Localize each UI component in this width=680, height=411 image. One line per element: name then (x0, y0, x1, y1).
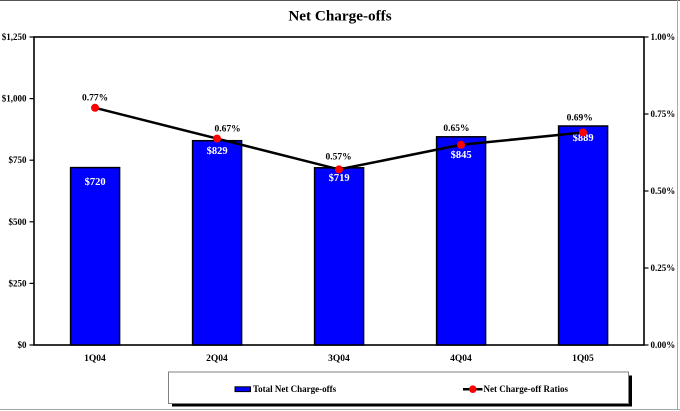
svg-text:0.50%: 0.50% (651, 186, 676, 196)
svg-text:0.57%: 0.57% (325, 153, 351, 163)
svg-text:$1,000: $1,000 (2, 94, 27, 104)
svg-text:Net Charge-off Ratios: Net Charge-off Ratios (484, 384, 569, 394)
svg-text:1.00%: 1.00% (651, 32, 676, 42)
svg-text:$720: $720 (85, 177, 106, 188)
svg-text:0.25%: 0.25% (651, 263, 676, 273)
svg-text:$0: $0 (18, 340, 28, 350)
svg-text:0.00%: 0.00% (651, 340, 676, 350)
svg-text:4Q04: 4Q04 (450, 354, 472, 364)
svg-text:1Q04: 1Q04 (84, 354, 106, 364)
svg-text:2Q04: 2Q04 (206, 354, 228, 364)
svg-text:$1,250: $1,250 (2, 32, 27, 42)
svg-text:0.75%: 0.75% (651, 109, 676, 119)
svg-text:Total Net Charge-offs: Total Net Charge-offs (253, 384, 337, 394)
svg-text:$829: $829 (207, 146, 228, 157)
svg-text:$250: $250 (9, 278, 28, 288)
svg-text:0.77%: 0.77% (82, 94, 108, 104)
svg-text:3Q04: 3Q04 (328, 354, 350, 364)
svg-text:$845: $845 (451, 150, 472, 161)
svg-text:Net Charge-offs: Net Charge-offs (288, 7, 391, 24)
svg-text:0.69%: 0.69% (567, 113, 593, 123)
svg-text:0.65%: 0.65% (443, 124, 469, 134)
svg-text:1Q05: 1Q05 (572, 354, 594, 364)
svg-text:$719: $719 (329, 173, 350, 184)
svg-text:$750: $750 (9, 155, 28, 165)
svg-text:0.67%: 0.67% (214, 124, 240, 134)
svg-text:$500: $500 (9, 217, 28, 227)
svg-text:$889: $889 (573, 133, 594, 144)
